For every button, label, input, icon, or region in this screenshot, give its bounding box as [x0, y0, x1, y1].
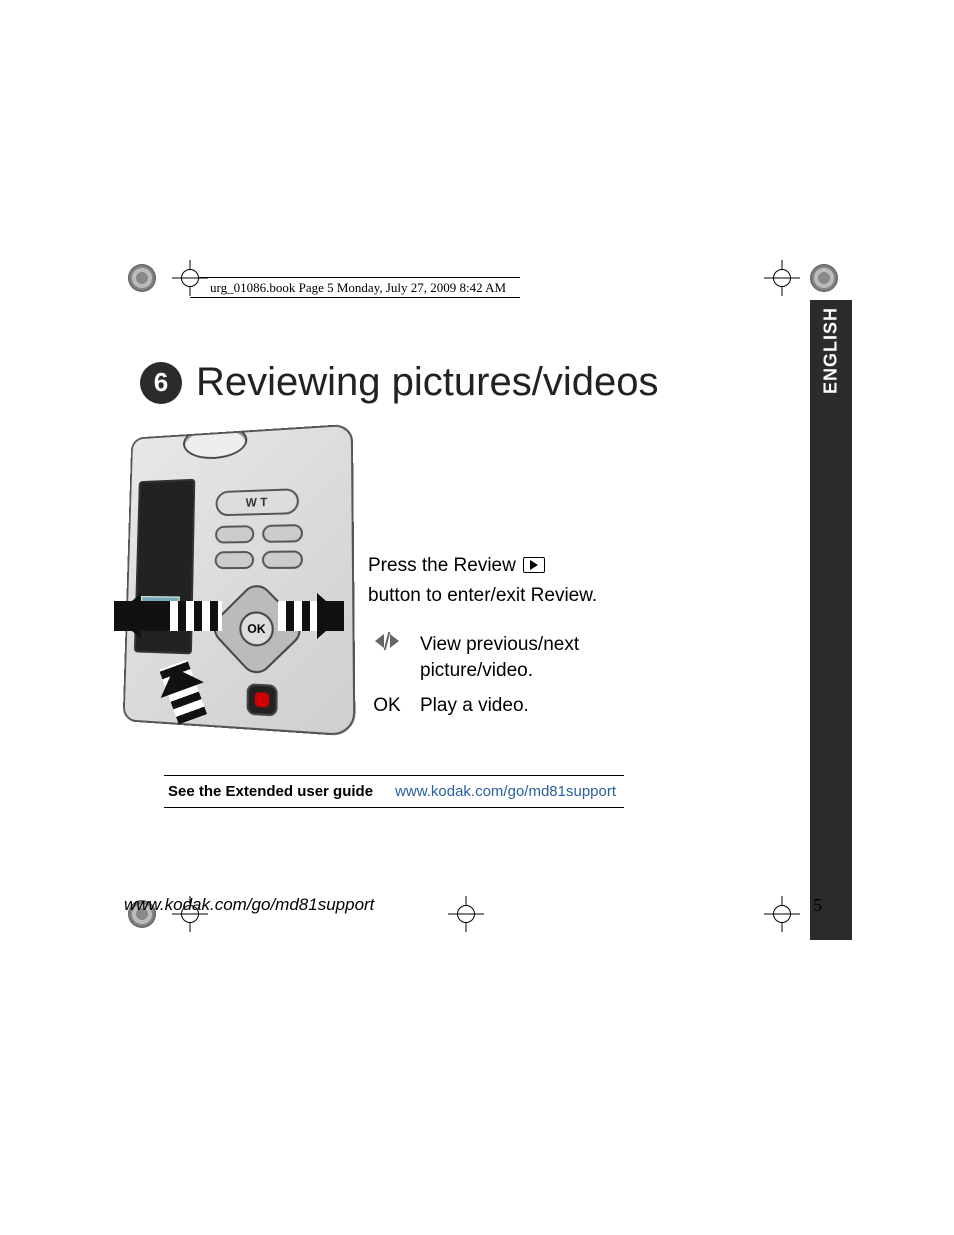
mode-dial-icon [183, 424, 248, 461]
instructions-column: Press the Review button to enter/exit Re… [368, 445, 648, 719]
step-number-badge: 6 [140, 362, 182, 404]
ok-button: OK [239, 611, 274, 647]
arrow-left-icon [114, 601, 222, 631]
page-content: 6 Reviewing pictures/videos W T OK [120, 260, 840, 960]
camera-button [215, 525, 254, 543]
camera-button [262, 524, 303, 543]
arrow-right-icon [278, 601, 344, 631]
title-row: 6 Reviewing pictures/videos [140, 360, 840, 405]
press-text-1: Press the Review [368, 555, 516, 576]
zoom-rocker: W T [215, 488, 298, 516]
extended-guide-label: See the Extended user guide [168, 783, 373, 800]
left-right-nav-icon [368, 632, 406, 650]
ok-instruction-text: Play a video. [420, 693, 529, 719]
nav-instruction-text: View previous/next picture/video. [420, 632, 648, 683]
instruction-press-review: Press the Review [368, 553, 648, 579]
page-title: Reviewing pictures/videos [196, 360, 658, 405]
press-text-2: button to enter/exit Review. [368, 583, 648, 609]
instruction-ok-row: OK Play a video. [368, 693, 648, 719]
instruction-nav-row: View previous/next picture/video. [368, 632, 648, 683]
review-play-icon [523, 557, 545, 573]
content-row: W T OK Press the Review button to enter/… [120, 427, 840, 737]
extended-guide-link[interactable]: www.kodak.com/go/md81support [395, 783, 616, 800]
ok-glyph-label: OK [368, 693, 406, 719]
camera-button [215, 551, 254, 569]
camera-illustration: W T OK [120, 427, 350, 737]
camera-button [262, 550, 303, 569]
share-button-icon [246, 683, 277, 716]
extended-guide-box: See the Extended user guide www.kodak.co… [164, 775, 624, 808]
footer-url[interactable]: www.kodak.com/go/md81support [124, 895, 374, 916]
page-number: 5 [813, 895, 822, 916]
page-footer: www.kodak.com/go/md81support 5 [120, 895, 840, 916]
